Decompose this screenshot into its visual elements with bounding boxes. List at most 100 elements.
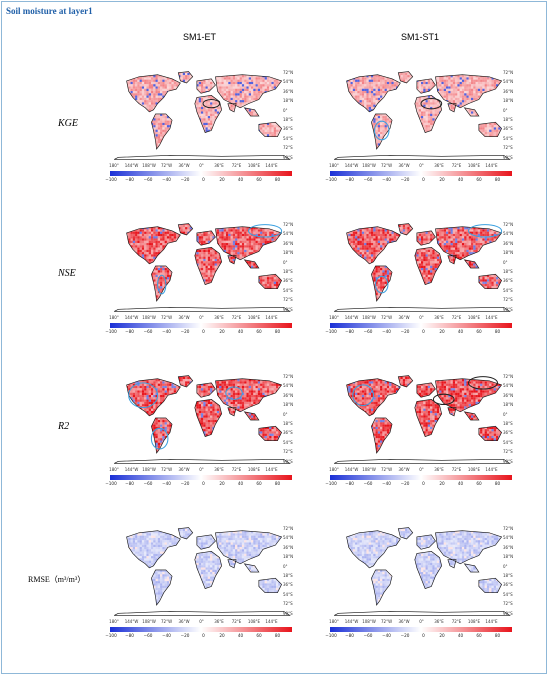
world-map (334, 71, 511, 160)
lon-tick-label: 108°E (248, 315, 260, 320)
colorbar-tick-label: −80 (345, 481, 354, 486)
lat-tick-label: 36°S (503, 582, 513, 587)
highlight-ellipse (420, 97, 443, 110)
lon-tick-label: 0° (419, 163, 424, 168)
lat-tick-label: 72°N (283, 222, 293, 227)
colorbar-tick-label: −60 (144, 177, 153, 182)
coastline (447, 103, 457, 113)
landmass (334, 307, 510, 312)
colorbar-tick-label: 40 (458, 329, 463, 334)
colorbar-tick-label: 0 (202, 177, 205, 182)
lat-tick-label: 72°S (503, 449, 513, 454)
lon-tick-label: 36°E (214, 619, 224, 624)
longitude-ticks: 180° 144°W 108°W 72°W 36°W 0° 36°E 72°E 108°E 144… (108, 315, 294, 321)
row-label-nse: NSE (58, 268, 76, 279)
longitude-ticks: 180° 144°W 108°W 72°W 36°W 0° 36°E 72°E 108°E 144… (328, 467, 514, 473)
coastline (196, 230, 216, 246)
colorbar-tick-label: −100 (105, 329, 117, 334)
colorbar-tick-label: −40 (382, 177, 391, 182)
lon-tick-label: 108°E (468, 315, 480, 320)
lat-tick-label: 90°S (503, 155, 513, 160)
grid-cells (114, 375, 290, 459)
lat-tick-label: 36°N (283, 393, 293, 398)
coastline (151, 113, 173, 150)
lon-tick-label: 36°E (434, 163, 444, 168)
lon-tick-label: 36°E (434, 467, 444, 472)
colorbar-tick-label: 20 (439, 329, 444, 334)
lat-tick-label: 54°N (283, 231, 293, 236)
coastline (177, 527, 194, 540)
coastline (416, 534, 436, 550)
lat-tick-label: 54°N (283, 79, 293, 84)
lon-tick-label: 108°E (468, 163, 480, 168)
landmass (334, 459, 510, 464)
coastline (194, 247, 222, 285)
coastline (177, 223, 194, 236)
longitude-ticks: 180° 144°W 108°W 72°W 36°W 0° 36°E 72°E 108°E 144… (108, 467, 294, 473)
coastline (258, 273, 282, 290)
colorbar-tick-label: 20 (219, 481, 224, 486)
longitude-ticks: 180° 144°W 108°W 72°W 36°W 0° 36°E 72°E 108°E 144… (328, 315, 514, 321)
colorbar-tick-label: −40 (382, 481, 391, 486)
lon-tick-label: 144°E (265, 619, 277, 624)
colorbar-tick-label: 60 (256, 481, 261, 486)
map-panel: 72°N 54°N 36°N 18°N 0° 18°S 36°S 54°S 72°S 90°S 18… (320, 66, 520, 186)
colorbar (110, 171, 292, 176)
row-label-kge: KGE (58, 118, 78, 129)
lat-tick-label: 72°N (283, 70, 293, 75)
coastline (397, 527, 414, 540)
lat-tick-label: 18°N (283, 554, 293, 559)
colorbar-tick-label: 20 (439, 481, 444, 486)
lon-tick-label: 72°W (161, 163, 172, 168)
map-panel: 72°N 54°N 36°N 18°N 0° 18°S 36°S 54°S 72°S 90°S 18… (100, 66, 300, 186)
colorbar-tick-label: 0 (202, 481, 205, 486)
colorbar-tick-label: −20 (181, 329, 190, 334)
lat-tick-label: 54°N (283, 535, 293, 540)
map-panel: 72°N 54°N 36°N 18°N 0° 18°S 36°S 54°S 72°S 90°S 18… (320, 522, 520, 642)
colorbar-tick-label: −100 (105, 633, 117, 638)
grid-cells (114, 71, 290, 155)
lon-tick-label: 72°W (381, 467, 392, 472)
longitude-ticks: 180° 144°W 108°W 72°W 36°W 0° 36°E 72°E 108°E 144… (328, 619, 514, 625)
colorbar (330, 475, 512, 480)
lon-tick-label: 36°W (178, 315, 189, 320)
lon-tick-label: 108°W (142, 163, 156, 168)
map-panel: 72°N 54°N 36°N 18°N 0° 18°S 36°S 54°S 72°S 90°S 18… (100, 522, 300, 642)
lon-tick-label: 36°W (398, 619, 409, 624)
lat-tick-label: 36°N (283, 241, 293, 246)
coastline (215, 74, 283, 109)
lon-tick-label: 180° (329, 467, 339, 472)
colorbar (330, 171, 512, 176)
lon-tick-label: 108°W (362, 619, 376, 624)
lat-tick-label: 90°S (283, 307, 293, 312)
colorbar-tick-label: 80 (275, 329, 280, 334)
highlight-ellipse (468, 224, 503, 238)
coastline (447, 255, 457, 265)
colorbar-tick-label: −60 (364, 481, 373, 486)
lat-tick-label: 72°S (283, 145, 293, 150)
lat-tick-label: 36°N (503, 241, 513, 246)
colorbar-tick-label: −20 (181, 177, 190, 182)
map-panel: 72°N 54°N 36°N 18°N 0° 18°S 36°S 54°S 72°S 90°S 18… (100, 218, 300, 338)
coastline (346, 530, 401, 569)
map-panel: 72°N 54°N 36°N 18°N 0° 18°S 36°S 54°S 72°S 90°S 18… (320, 370, 520, 490)
lat-tick-label: 72°N (503, 222, 513, 227)
coastline (397, 71, 414, 84)
coastline (243, 259, 260, 269)
lon-tick-label: 72°W (161, 315, 172, 320)
lon-tick-label: 144°E (265, 315, 277, 320)
lat-tick-label: 0° (283, 564, 288, 569)
colorbar-tick-label: 40 (238, 177, 243, 182)
colorbar-tick-label: 80 (495, 329, 500, 334)
lon-tick-label: 108°W (362, 315, 376, 320)
colorbar (330, 627, 512, 632)
lat-tick-label: 18°N (503, 402, 513, 407)
colorbar-tick-label: 60 (256, 633, 261, 638)
coastline (447, 407, 457, 417)
lon-tick-label: 0° (199, 619, 204, 624)
colorbar-ticks: −100 −80 −60 −40 −20 0 20 40 60 80 (325, 633, 514, 641)
colorbar-tick-label: 20 (219, 633, 224, 638)
lon-tick-label: 144°W (125, 163, 139, 168)
coastline (114, 154, 291, 160)
